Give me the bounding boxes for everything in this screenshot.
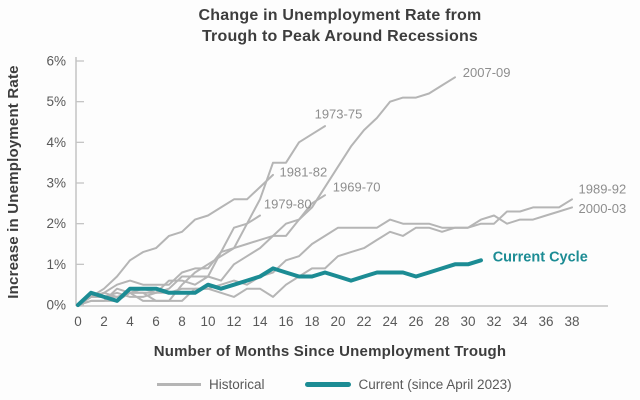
- y-axis-title: Increase in Unemployment Rate: [5, 65, 22, 299]
- x-tick-label: 18: [304, 314, 319, 329]
- series-line-1989-92: [77, 198, 573, 306]
- series-line-current-cycle: [76, 258, 483, 307]
- y-tick-label: 6%: [46, 54, 66, 69]
- y-tick-label: 0%: [46, 298, 66, 313]
- chart-title-line-1: Change in Unemployment Rate from: [198, 7, 482, 24]
- current-line-swatch-icon: [304, 382, 351, 387]
- series-label-1979-80: 1979-80: [264, 197, 312, 212]
- x-tick-label: 24: [382, 314, 398, 329]
- x-tick-label: 8: [178, 314, 186, 329]
- series-label-2007-09: 2007-09: [463, 65, 511, 80]
- x-tick-label: 4: [126, 314, 134, 329]
- x-tick-label: 6: [152, 314, 160, 329]
- x-tick-label: 34: [512, 314, 528, 329]
- legend-label-historical: Historical: [209, 377, 265, 392]
- y-tick-label: 5%: [46, 94, 66, 109]
- legend-label-current: Current (since April 2023): [358, 377, 512, 392]
- series-label-1989-92: 1989-92: [579, 182, 627, 197]
- y-tick-label: 3%: [46, 176, 66, 191]
- x-tick-label: 30: [460, 314, 475, 329]
- series-line-1973-75: [77, 125, 326, 306]
- x-tick-label: 26: [408, 314, 423, 329]
- series-line-2000-03: [77, 206, 573, 306]
- legend-item-historical: Historical: [157, 377, 265, 392]
- x-tick-label: 16: [278, 314, 293, 329]
- series-label-current-cycle: Current Cycle: [493, 250, 588, 266]
- x-tick-label: 20: [330, 314, 345, 329]
- x-axis-title: Number of Months Since Unemployment Trou…: [153, 343, 507, 360]
- series-label-1973-75: 1973-75: [315, 106, 363, 121]
- legend: Historical Current (since April 2023): [157, 377, 512, 392]
- series-label-1969-70: 1969-70: [333, 180, 381, 195]
- x-tick-label: 12: [226, 314, 241, 329]
- series-label-1981-82: 1981-82: [280, 165, 328, 180]
- x-tick-label: 38: [564, 314, 579, 329]
- x-tick-label: 22: [356, 314, 371, 329]
- x-tick-label: 28: [434, 314, 449, 329]
- series-line-1981-82: [77, 173, 274, 306]
- x-tick-label: 2: [100, 314, 108, 329]
- x-tick-label: 36: [538, 314, 553, 329]
- x-tick-label: 14: [252, 314, 268, 329]
- y-tick-label: 4%: [46, 135, 66, 150]
- x-tick-label: 32: [486, 314, 501, 329]
- series-line-2007-09: [77, 76, 456, 306]
- y-tick-label: 2%: [46, 216, 66, 231]
- x-tick-label: 0: [74, 314, 82, 329]
- y-tick-label: 1%: [46, 257, 66, 272]
- historical-line-swatch-icon: [157, 383, 201, 386]
- x-tick-label: 10: [200, 314, 215, 329]
- series-label-2000-03: 2000-03: [579, 201, 627, 216]
- chart-title-line-2: Trough to Peak Around Recessions: [201, 28, 479, 45]
- legend-item-current: Current (since April 2023): [304, 377, 512, 392]
